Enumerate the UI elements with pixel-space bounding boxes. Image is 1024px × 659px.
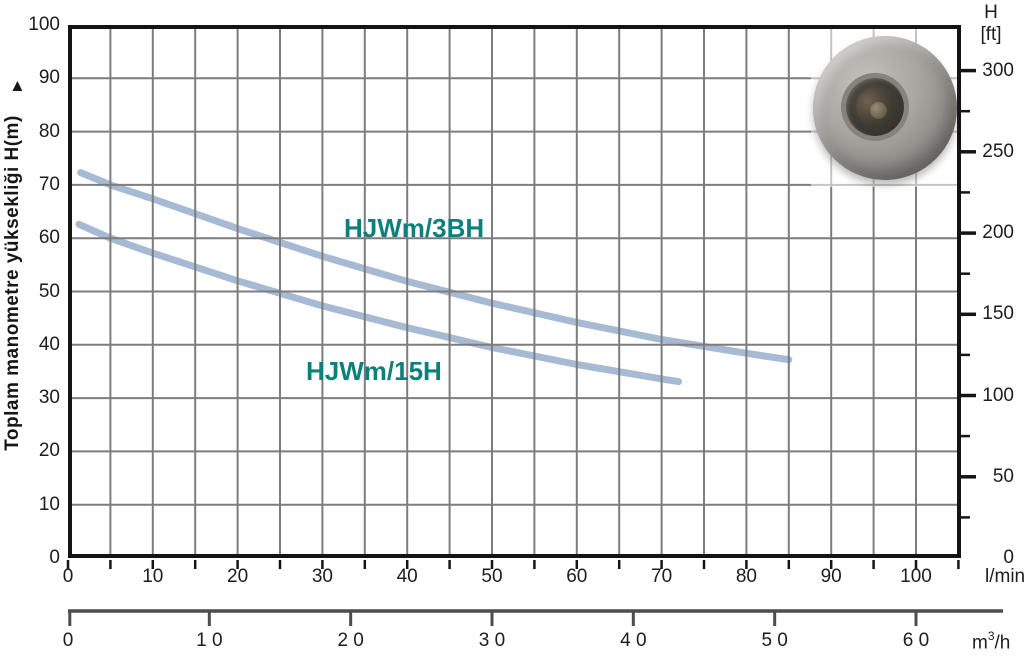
- y-axis-tick-label: 70: [38, 173, 60, 195]
- pump-impeller-photo: [811, 29, 957, 187]
- x-axis-tick-label: 10: [142, 566, 164, 587]
- ft-axis-tick-label: 0: [1003, 547, 1014, 568]
- ft-axis-tick-label: 200: [982, 222, 1014, 244]
- m3h-axis-tick-label: 2 0: [337, 630, 364, 651]
- y-axis-tick-label: 20: [38, 440, 60, 462]
- ft-axis-header: H [ft]: [968, 2, 1014, 46]
- x-axis-tick-label: 80: [735, 566, 757, 587]
- x-axis-tick-label: 20: [227, 566, 249, 587]
- y-axis-tick-label: 90: [38, 67, 60, 89]
- m3h-axis: [68, 609, 1003, 626]
- y-axis-tick-label: 50: [38, 280, 60, 302]
- y-axis-tick-label: 10: [38, 493, 60, 515]
- m3h-axis-tick-label: 4 0: [620, 630, 647, 651]
- x-axis-tick-label: 50: [481, 566, 503, 587]
- ft-axis-header-ft: [ft]: [980, 24, 1002, 45]
- x-axis-tick-label: 30: [311, 566, 333, 587]
- ft-axis-ticks: [961, 68, 976, 519]
- y-axis-tick-label: 60: [38, 227, 60, 249]
- x-axis-tick-label: 40: [396, 566, 418, 587]
- x-axis-tick-label: 70: [651, 566, 673, 587]
- curve-label-hjwm-15h: HJWm/15H: [306, 356, 442, 386]
- x-axis-tick-label: 90: [820, 566, 842, 587]
- m3h-unit-rest: /h: [994, 632, 1011, 654]
- m3h-axis-tick-label: 1 0: [196, 630, 223, 651]
- ft-axis-tick-label: 300: [982, 59, 1014, 81]
- impeller-center: [870, 102, 887, 119]
- y-axis-tick-label: 100: [28, 14, 60, 35]
- m3h-axis-tick-label: 3 0: [478, 630, 506, 651]
- ft-axis-header-h: H: [984, 2, 998, 23]
- y-axis-up-arrow-icon: ▲: [9, 76, 26, 95]
- y-axis-tick-label: 30: [38, 387, 60, 409]
- x-axis-tick-label: 60: [566, 566, 588, 587]
- m3h-axis-tick-label: 6 0: [902, 630, 930, 651]
- x2-axis-unit-m3h: m3/h: [972, 629, 1011, 654]
- x-axis-tick-label: 100: [900, 566, 932, 587]
- ft-axis-tick-label: 250: [982, 140, 1014, 162]
- m3h-axis-tick-label: 0: [62, 630, 74, 651]
- x-axis-unit-lmin: l/min: [985, 566, 1024, 587]
- m3h-axis-tick-label: 5 0: [761, 630, 788, 651]
- ft-axis-tick-label: 150: [982, 303, 1014, 325]
- m3h-unit-base: m: [972, 632, 988, 654]
- ft-axis-tick-label: 100: [982, 384, 1014, 406]
- x-axis-ticks: [66, 560, 960, 569]
- m3h-unit-sup: 3: [987, 629, 995, 643]
- y-axis-tick-label: 40: [38, 333, 60, 355]
- plot-frame: [68, 25, 961, 558]
- ft-axis-tick-label: 50: [992, 465, 1014, 487]
- x-axis-tick-label: 0: [62, 566, 74, 587]
- y-axis-tick-label: 80: [38, 120, 60, 142]
- curve-label-hjwm-3bh: HJWm/3BH: [344, 213, 485, 243]
- y-axis-tick-label: 0: [49, 547, 60, 568]
